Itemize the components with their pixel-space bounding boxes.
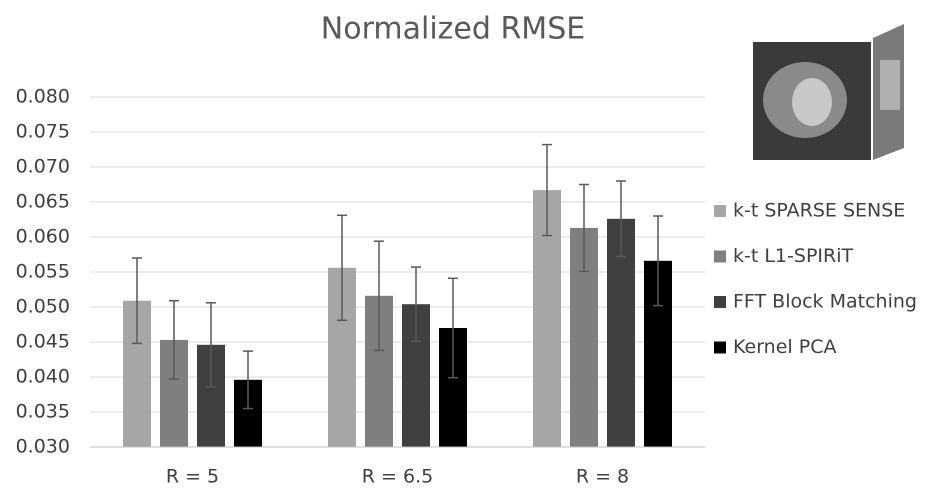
error-bar — [243, 350, 253, 410]
error-bar — [337, 214, 347, 322]
y-tick-label: 0.050 — [16, 296, 70, 318]
y-tick-label: 0.080 — [16, 86, 70, 108]
y-tick-label: 0.055 — [16, 261, 70, 283]
legend-swatch — [714, 205, 726, 217]
error-bar — [542, 143, 552, 237]
error-bar — [132, 257, 142, 345]
y-tick-label: 0.060 — [16, 226, 70, 248]
error-bar — [411, 266, 421, 343]
x-tick-label: R = 8 — [576, 466, 629, 488]
chart-title: Normalized RMSE — [321, 12, 585, 47]
legend-swatch — [714, 296, 726, 308]
y-tick-label: 0.040 — [16, 366, 70, 388]
y-tick-label: 0.065 — [16, 191, 70, 213]
legend-label: Kernel PCA — [733, 336, 836, 358]
error-bar — [169, 299, 179, 380]
error-bar — [579, 183, 589, 273]
y-tick-label: 0.070 — [16, 156, 70, 178]
y-tick-label: 0.030 — [16, 436, 70, 458]
x-tick-label: R = 6.5 — [362, 466, 433, 488]
y-tick-label: 0.075 — [16, 121, 70, 143]
error-bar — [206, 302, 216, 388]
legend-label: FFT Block Matching — [733, 291, 917, 313]
error-bar — [448, 277, 458, 379]
legend-label: k-t SPARSE SENSE — [733, 200, 905, 222]
error-bar — [653, 215, 663, 307]
legend-swatch — [714, 250, 726, 263]
y-tick-label: 0.045 — [16, 331, 70, 353]
legend-swatch — [714, 341, 726, 354]
y-tick-label: 0.035 — [16, 401, 70, 423]
x-tick-label: R = 5 — [166, 466, 219, 488]
error-bar — [374, 240, 384, 352]
legend-label: k-t L1-SPIRiT — [733, 245, 853, 267]
error-bar — [616, 180, 626, 258]
thumbnail-image — [753, 24, 904, 160]
